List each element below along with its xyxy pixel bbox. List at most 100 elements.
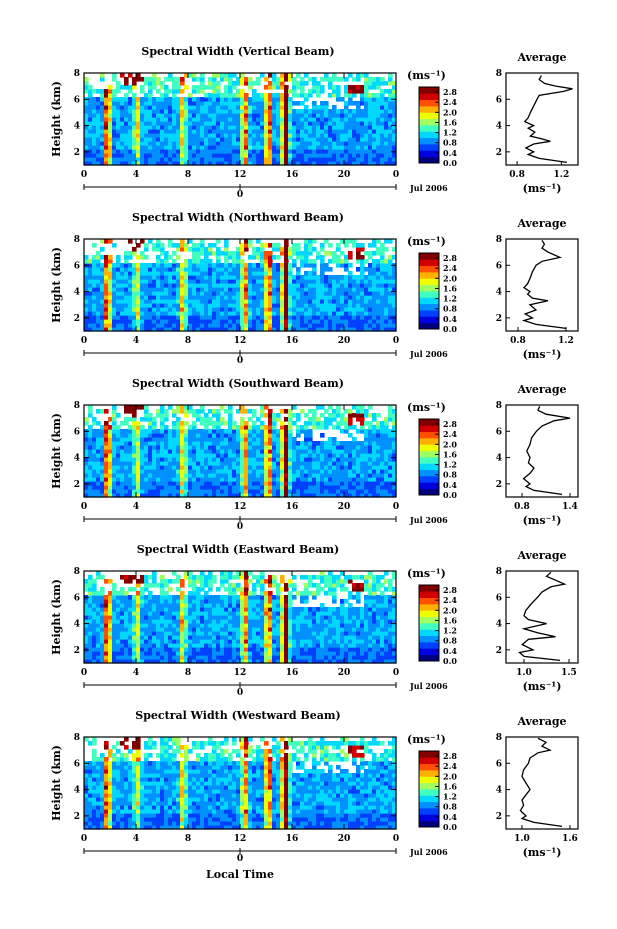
heatmap-cell <box>100 255 105 260</box>
date-tick-label: 0 <box>237 356 243 366</box>
heatmap-cell <box>188 145 193 150</box>
heatmap-cell <box>152 105 157 110</box>
heatmap-cell <box>324 239 329 244</box>
heatmap-cell <box>92 133 97 138</box>
heatmap-cell <box>84 267 89 272</box>
heatmap-cell <box>336 295 341 300</box>
heatmap-cell <box>144 441 149 446</box>
heatmap-cell <box>224 125 229 130</box>
heatmap-cell <box>208 149 213 154</box>
heatmap-cell <box>268 493 273 498</box>
heatmap-cell <box>92 453 97 458</box>
heatmap-cell <box>96 453 101 458</box>
heatmap-cell <box>208 291 213 296</box>
heatmap-cell <box>212 267 217 272</box>
heatmap-cell <box>340 77 345 82</box>
heatmap-cell <box>388 477 393 482</box>
heatmap-cell <box>156 247 161 252</box>
heatmap-cell <box>236 469 241 474</box>
heatmap-cell <box>176 433 181 438</box>
heatmap-cell <box>364 251 369 256</box>
colorbar-swatch <box>419 425 439 433</box>
heatmap-cell <box>188 295 193 300</box>
heatmap-cell <box>180 291 185 296</box>
heatmap-cell <box>316 323 321 328</box>
heatmap-cell <box>168 89 173 94</box>
heatmap-cell <box>340 417 345 422</box>
heatmap-cell <box>92 263 97 268</box>
heatmap-cell <box>316 283 321 288</box>
heatmap-cell <box>152 433 157 438</box>
heatmap-cell <box>168 279 173 284</box>
heatmap-cell <box>212 125 217 130</box>
heatmap-cell <box>256 457 261 462</box>
heatmap-cell <box>200 239 205 244</box>
heatmap-cell <box>272 243 277 248</box>
heatmap-cell <box>184 445 189 450</box>
heatmap-cell <box>200 77 205 82</box>
heatmap-cell <box>88 469 93 474</box>
heatmap-cell <box>168 445 173 450</box>
heatmap-cell <box>376 429 381 434</box>
heatmap-cell <box>328 267 333 272</box>
colorbar-swatch <box>419 144 439 151</box>
heatmap-cell <box>168 157 173 162</box>
heatmap-cell <box>124 319 129 324</box>
heatmap-cell <box>252 153 257 158</box>
heatmap-cell <box>288 145 293 150</box>
heatmap-cell <box>292 465 297 470</box>
heatmap-cell <box>260 101 265 106</box>
heatmap-cell <box>260 489 265 494</box>
heatmap-cell <box>308 299 313 304</box>
heatmap-cell <box>136 117 141 122</box>
heatmap-cell <box>212 279 217 284</box>
heatmap-cell <box>380 275 385 280</box>
y-tick-label: 8 <box>74 401 80 411</box>
heatmap-cell <box>320 449 325 454</box>
heatmap-cell <box>336 315 341 320</box>
heatmap-cell <box>224 89 229 94</box>
heatmap-cell <box>148 97 153 102</box>
heatmap-cell <box>280 129 285 134</box>
heatmap-cell <box>372 117 377 122</box>
heatmap-cell <box>132 145 137 150</box>
heatmap-cell <box>192 457 197 462</box>
heatmap-cell <box>260 291 265 296</box>
heatmap-cell <box>336 263 341 268</box>
heatmap-cell <box>164 275 169 280</box>
heatmap-cell <box>264 77 269 82</box>
heatmap-cell <box>348 413 353 418</box>
heatmap-cell <box>288 409 293 414</box>
heatmap-cell <box>204 247 209 252</box>
heatmap-cell <box>152 429 157 434</box>
heatmap-cell <box>288 283 293 288</box>
heatmap-cell <box>292 413 297 418</box>
heatmap-cell <box>200 85 205 90</box>
heatmap-cell <box>164 445 169 450</box>
heatmap-cell <box>184 319 189 324</box>
heatmap-cell <box>268 275 273 280</box>
heatmap-cell <box>112 481 117 486</box>
heatmap-cell <box>372 97 377 102</box>
heatmap-cell <box>216 149 221 154</box>
heatmap-cell <box>316 457 321 462</box>
heatmap-cell <box>216 251 221 256</box>
heatmap-cell <box>324 133 329 138</box>
heatmap-cell <box>320 267 325 272</box>
heatmap-cell <box>356 255 361 260</box>
heatmap-cell <box>140 327 145 332</box>
heatmap-cell <box>140 279 145 284</box>
heatmap-cell <box>348 137 353 142</box>
heatmap-cell <box>116 453 121 458</box>
heatmap-cell <box>124 477 129 482</box>
heatmap-cell <box>296 109 301 114</box>
heatmap-cell <box>128 303 133 308</box>
heatmap-cell <box>292 493 297 498</box>
heatmap-cell <box>188 299 193 304</box>
heatmap-cell <box>376 287 381 292</box>
heatmap-cell <box>372 137 377 142</box>
profile-y-tick-label: 4 <box>496 288 502 298</box>
heatmap-cell <box>232 319 237 324</box>
heatmap-cell <box>224 161 229 166</box>
heatmap-cell <box>356 485 361 490</box>
